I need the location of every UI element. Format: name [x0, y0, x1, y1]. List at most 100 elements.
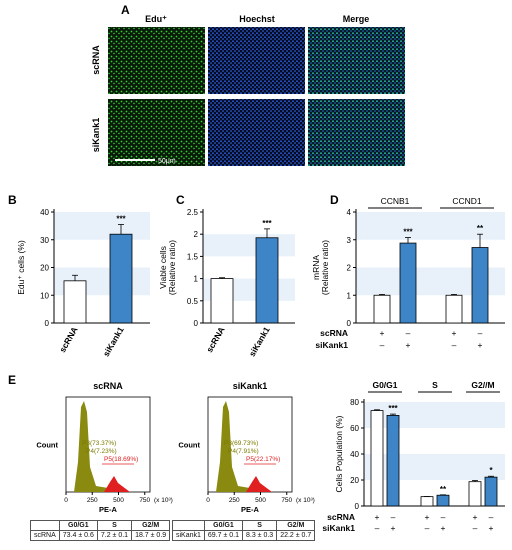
treatment-sign: +	[391, 523, 396, 533]
panel-letter-a: A	[121, 3, 130, 17]
background-band	[54, 212, 150, 240]
x-axis-unit: (x 10³)	[154, 497, 173, 504]
gate-label-p5: P5(18.69%)	[104, 456, 138, 463]
g0g1-peak	[216, 401, 266, 492]
x-axis-unit: (x 10³)	[296, 497, 315, 504]
significance-marker: **	[477, 224, 484, 233]
bar-scrna	[468, 481, 482, 507]
table-header-g0g1: G0/G1	[203, 520, 244, 531]
y-tick-label: 20	[350, 476, 359, 485]
micrograph-hoechst-sikank1	[208, 99, 305, 166]
treatment-sign: –	[478, 328, 483, 338]
row-label-scrna: scRNA	[91, 45, 101, 75]
treatment-sign: +	[425, 512, 430, 522]
table-cell-g0g1: 73.4 ± 0.6	[58, 530, 98, 541]
bar-scrna	[370, 410, 384, 507]
treatment-row-label: siKank1	[315, 340, 348, 350]
y-tick-label: 40	[350, 450, 359, 459]
x-tick-label: 750	[139, 497, 150, 504]
group-label: CCNB1	[381, 196, 410, 206]
bar-scrna	[420, 496, 434, 507]
x-tick-label: 500	[113, 497, 124, 504]
x-tick-label: 0	[64, 497, 68, 504]
gate-label-p4: P4(7.23%)	[86, 448, 117, 455]
g2m-peak	[104, 476, 130, 492]
group-label: CCND1	[452, 196, 482, 206]
treatment-sign: +	[441, 523, 446, 533]
table-header-s: S	[96, 520, 133, 531]
flow-table-scrna: G0/G1 S G2/M scRNA 73.4 ± 0.6 7.2 ± 0.1 …	[30, 520, 171, 541]
bar-sikank1	[386, 414, 400, 507]
treatment-sign: +	[452, 328, 457, 338]
table-header-g0g1: G0/G1	[58, 520, 98, 531]
histogram-title: siKank1	[233, 381, 268, 391]
y-tick-label: 40	[40, 208, 49, 217]
x-category-label: scRNA	[204, 325, 227, 354]
panel-letter-e: E	[8, 373, 16, 387]
flow-histogram-sikank1: siKank1 P3(69.73%)P4(7.91%)P5(22.17%) 0 250…	[178, 381, 314, 514]
treatment-sign: –	[406, 328, 411, 338]
y-tick-label: 30	[40, 236, 49, 245]
chart-b-edu-cells: 0 10 20 30 40 Edu⁺ cells (%) *** scRNA siKank1	[16, 208, 150, 358]
bar-sikank1	[484, 476, 498, 507]
y-tick-label: 80	[350, 398, 359, 407]
table-cell-g0g1: 69.7 ± 0.1	[203, 530, 244, 541]
flow-table-sikank1: G0/G1 S G2/M siKank1 69.7 ± 0.1 8.3 ± 0.…	[172, 520, 316, 541]
panel-letter-c: C	[176, 193, 185, 207]
micrograph-edu-sikank1	[108, 99, 205, 166]
y-axis-label: Viable cells	[158, 246, 168, 289]
x-axis-label: PE-A	[241, 505, 260, 514]
bar-sikank1	[109, 233, 133, 324]
histogram-title: scRNA	[93, 381, 123, 391]
y-tick-label: 60	[350, 424, 359, 433]
treatment-sign: –	[489, 512, 494, 522]
treatment-sign: –	[375, 523, 380, 533]
gate-label-p3: P3(73.37%)	[82, 440, 116, 447]
micrograph-merge-sikank1	[308, 99, 405, 166]
row-label-sikank1: siKank1	[91, 118, 101, 153]
significance-marker: *	[489, 466, 493, 475]
y-axis-label: Count	[36, 441, 58, 450]
treatment-row-label: scRNA	[320, 328, 348, 338]
treatment-sign: –	[441, 512, 446, 522]
col-header-hoechst: Hoechst	[239, 14, 275, 24]
bar-scrna	[373, 294, 391, 324]
gate-label-p5: P5(22.17%)	[246, 456, 280, 463]
y-tick-label: 10	[40, 291, 49, 300]
table-header-g2m: G2/M	[276, 520, 316, 531]
x-tick-label: 500	[255, 497, 266, 504]
y-tick-label: 1.5	[187, 252, 199, 261]
treatment-sign: +	[473, 512, 478, 522]
chart-c-viable-cells: 0 0.5 1 1.5 2 2.5 Viable cells (Relative ratio)…	[158, 208, 295, 358]
micrograph-hoechst-scrna	[208, 27, 305, 94]
x-tick-label: 250	[229, 497, 240, 504]
y-tick-label: 1	[194, 275, 199, 284]
y-tick-label: 0	[45, 319, 50, 328]
bar-scrna	[210, 278, 234, 324]
flow-histogram-scrna: scRNA P3(73.37%)P4(7.23%)P5(18.69%) 0 250 50…	[36, 381, 172, 514]
table-header-g2m: G2/M	[131, 520, 171, 531]
y-tick-label: 1	[347, 291, 352, 300]
table-cell-g2m: 18.7 ± 0.9	[131, 530, 171, 541]
group-label: G2//M	[471, 380, 494, 390]
y-axis-label: mRNA	[311, 255, 321, 280]
y-tick-label: 20	[40, 264, 49, 273]
group-label: S	[432, 380, 438, 390]
significance-marker: ***	[388, 404, 398, 413]
table-cell-g2m: 22.2 ± 0.7	[276, 530, 316, 541]
col-header-edu: Edu⁺	[145, 14, 167, 24]
background-band	[364, 454, 505, 480]
y-tick-label: 4	[347, 208, 352, 217]
significance-marker: **	[440, 485, 447, 494]
x-category-label: siKank1	[101, 325, 126, 358]
col-header-merge: Merge	[343, 14, 370, 24]
treatment-sign: +	[375, 512, 380, 522]
table-header-s: S	[241, 520, 278, 531]
y-axis-label: Edu⁺ cells (%)	[16, 240, 26, 295]
y-tick-label: 2	[194, 230, 199, 239]
treatment-sign: –	[473, 523, 478, 533]
bar-sikank1	[436, 494, 450, 507]
gate-label-p4: P4(7.91%)	[228, 448, 259, 455]
